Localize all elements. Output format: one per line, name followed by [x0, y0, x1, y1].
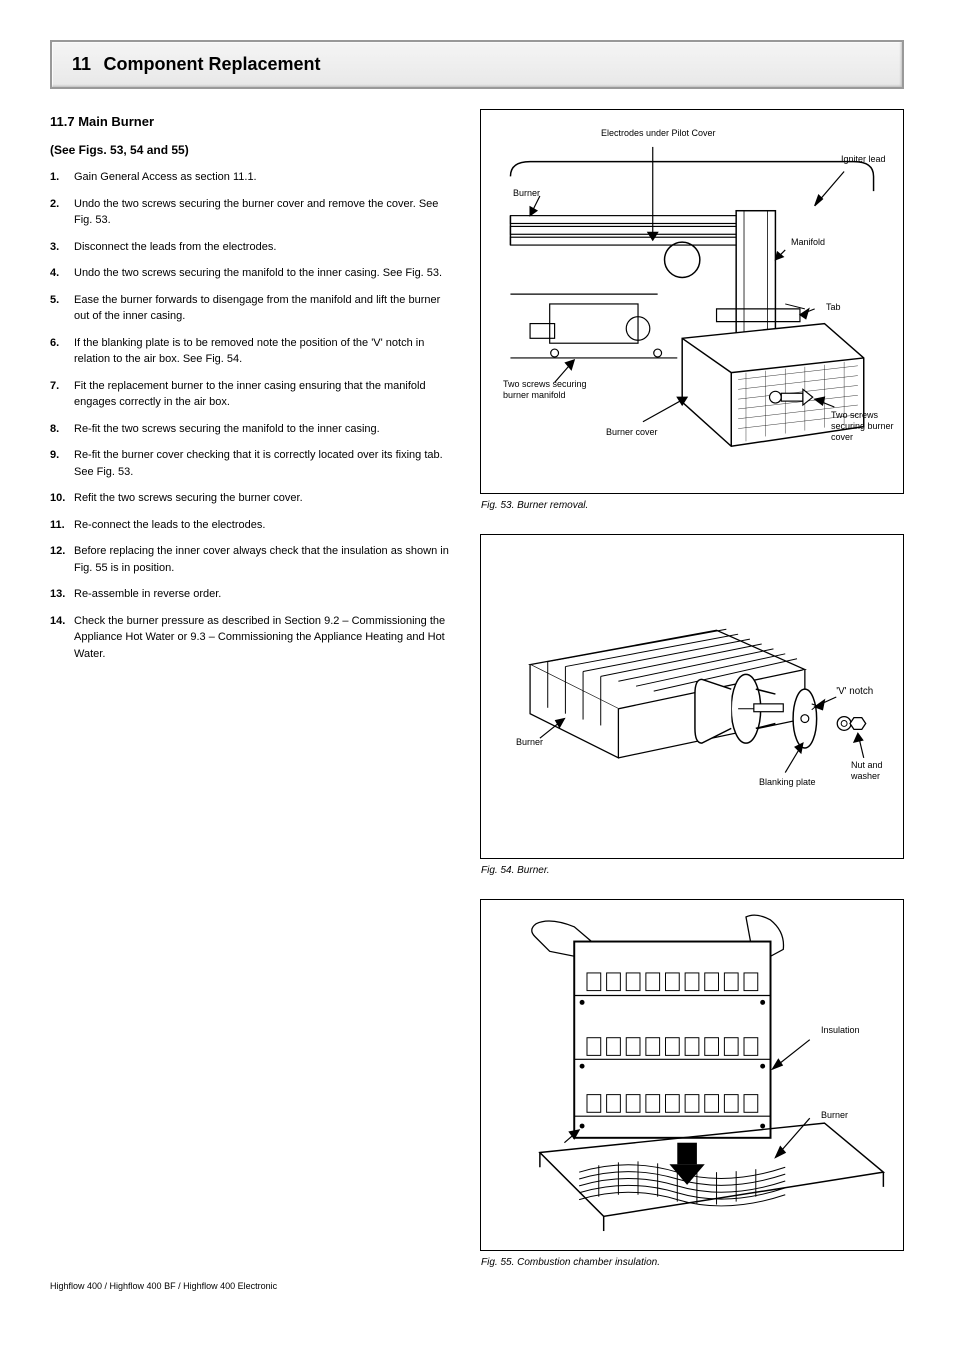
step-num: 8.	[50, 421, 74, 438]
step-10: 10. Refit the two screws securing the bu…	[50, 490, 450, 507]
step-text: Check the burner pressure as described i…	[74, 613, 450, 663]
step-text: Undo the two screws securing the manifol…	[74, 265, 450, 282]
figure-reference: (See Figs. 53, 54 and 55)	[50, 143, 450, 157]
step-num: 9.	[50, 447, 74, 480]
step-14: 14. Check the burner pressure as describ…	[50, 613, 450, 663]
step-13: 13. Re-assemble in reverse order.	[50, 586, 450, 603]
step-num: 1.	[50, 169, 74, 186]
step-text: Re-assemble in reverse order.	[74, 586, 450, 603]
figure-53: Electrodes under Pilot Cover Igniter lea…	[480, 109, 904, 494]
header-title: Component Replacement	[103, 54, 320, 74]
step-text: Re-fit the two screws securing the manif…	[74, 421, 450, 438]
callout-electrodes: Electrodes under Pilot Cover	[601, 128, 716, 139]
callout-burner-cover: Burner cover	[606, 427, 658, 438]
step-text: Ease the burner forwards to disengage fr…	[74, 292, 450, 325]
callout-manifold: Manifold	[791, 237, 825, 248]
step-4: 4. Undo the two screws securing the mani…	[50, 265, 450, 282]
step-num: 2.	[50, 196, 74, 229]
figure-55: Insulation Burner Fig. 55. Combustion ch…	[480, 899, 904, 1251]
step-8: 8. Re-fit the two screws securing the ma…	[50, 421, 450, 438]
figure-53-caption: Fig. 53. Burner removal.	[481, 500, 588, 511]
step-1: 1. Gain General Access as section 11.1.	[50, 169, 450, 186]
step-2: 2. Undo the two screws securing the burn…	[50, 196, 450, 229]
step-text: Re-fit the burner cover checking that it…	[74, 447, 450, 480]
left-column: 11.7 Main Burner (See Figs. 53, 54 and 5…	[50, 109, 450, 1276]
figure-54-caption: Fig. 54. Burner.	[481, 865, 550, 876]
step-6: 6. If the blanking plate is to be remove…	[50, 335, 450, 368]
callout-burner3: Burner	[821, 1110, 848, 1121]
step-11: 11. Re-connect the leads to the electrod…	[50, 517, 450, 534]
step-num: 3.	[50, 239, 74, 256]
header-section-number: 11	[72, 54, 91, 74]
step-text: Gain General Access as section 11.1.	[74, 169, 450, 186]
figure-54-svg: 'V' notch	[481, 535, 903, 858]
step-5: 5. Ease the burner forwards to disengage…	[50, 292, 450, 325]
figure-55-caption: Fig. 55. Combustion chamber insulation.	[481, 1257, 660, 1268]
step-9: 9. Re-fit the burner cover checking that…	[50, 447, 450, 480]
callout-screws-cover: Two screws securing burner cover	[831, 410, 901, 442]
step-text: Fit the replacement burner to the inner …	[74, 378, 450, 411]
step-num: 4.	[50, 265, 74, 282]
step-3: 3. Disconnect the leads from the electro…	[50, 239, 450, 256]
step-text: If the blanking plate is to be removed n…	[74, 335, 450, 368]
step-text: Before replacing the inner cover always …	[74, 543, 450, 576]
callout-tab: Tab	[826, 302, 841, 313]
callout-blanking-plate: Blanking plate	[759, 777, 816, 788]
step-text: Refit the two screws securing the burner…	[74, 490, 450, 507]
callout-burner: Burner	[513, 188, 540, 199]
footer-text: Highflow 400 / Highflow 400 BF / Highflo…	[50, 1281, 277, 1291]
step-num: 10.	[50, 490, 74, 507]
right-column: Electrodes under Pilot Cover Igniter lea…	[480, 109, 904, 1276]
step-text: Undo the two screws securing the burner …	[74, 196, 450, 229]
step-num: 5.	[50, 292, 74, 325]
step-num: 11.	[50, 517, 74, 534]
main-content: 11.7 Main Burner (See Figs. 53, 54 and 5…	[50, 109, 904, 1276]
step-num: 12.	[50, 543, 74, 576]
step-num: 13.	[50, 586, 74, 603]
step-num: 7.	[50, 378, 74, 411]
callout-igniter-lead: Igniter lead	[841, 154, 886, 165]
header-box: 11 Component Replacement	[50, 40, 904, 89]
step-12: 12. Before replacing the inner cover alw…	[50, 543, 450, 576]
callout-nut-washer: Nut and washer	[851, 760, 901, 782]
callout-insulation: Insulation	[821, 1025, 860, 1036]
section-title: 11.7 Main Burner	[50, 114, 450, 129]
callout-screws-manifold: Two screws securing burner manifold	[503, 379, 593, 401]
step-text: Disconnect the leads from the electrodes…	[74, 239, 450, 256]
figure-54: 'V' notch Burner Blanking plate Nut and …	[480, 534, 904, 859]
figure-55-svg	[481, 900, 903, 1250]
step-text: Re-connect the leads to the electrodes.	[74, 517, 450, 534]
step-7: 7. Fit the replacement burner to the inn…	[50, 378, 450, 411]
svg-text:'V' notch: 'V' notch	[836, 686, 873, 697]
step-num: 14.	[50, 613, 74, 663]
step-num: 6.	[50, 335, 74, 368]
page-header: 11 Component Replacement	[50, 40, 904, 89]
callout-burner2: Burner	[516, 737, 543, 748]
